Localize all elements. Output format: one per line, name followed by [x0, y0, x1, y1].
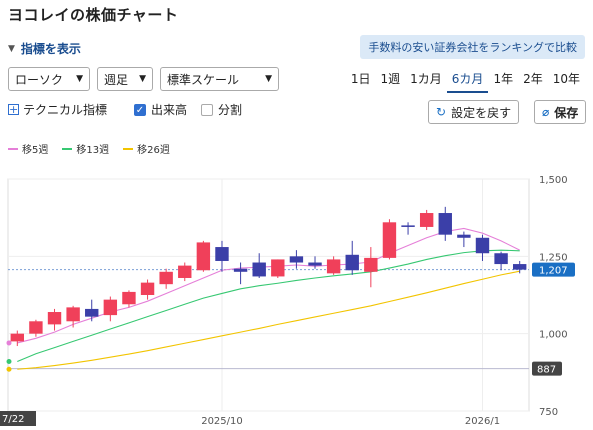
reset-button[interactable]: ↻ 設定を戻す: [428, 100, 520, 124]
x-start-badge: [0, 411, 36, 426]
legend-ma26: 移26週: [123, 141, 170, 156]
split-label: 分割: [218, 103, 243, 117]
candle-body: [47, 312, 62, 325]
x-tick-label: 7/22: [2, 414, 24, 425]
period-tab-2y[interactable]: 2年: [523, 72, 543, 86]
promo-link[interactable]: 手数料の安い証券会社をランキングで比較: [360, 35, 585, 59]
x-tick-label: 2025/10: [201, 416, 243, 427]
legend-ma5: 移5週: [8, 141, 48, 156]
chevron-down-icon: ▼: [139, 74, 146, 84]
candle-body: [215, 247, 229, 261]
candle-body: [326, 259, 341, 274]
chart-type-value: ローソク: [15, 72, 64, 87]
page-title: ヨコレイの株価チャート: [8, 6, 179, 24]
low-price-label: 887: [537, 365, 556, 376]
period-tabs: 1日 1週 1カ月 6カ月 1年 2年 10年: [346, 70, 585, 93]
candle-body: [196, 242, 211, 271]
x-tick-label: 2026/1: [465, 416, 500, 427]
technical-option[interactable]: + テクニカル指標: [8, 101, 107, 118]
ma-line-2: [17, 270, 520, 370]
candle-body: [10, 333, 25, 342]
candle-body: [401, 225, 415, 227]
price-chart[interactable]: 1,500 1,250 1,000 750 1,207 887 7/22 2025/10 202…: [0, 165, 593, 430]
candle-body: [289, 256, 304, 263]
candle-body: [475, 237, 490, 254]
scale-value: 標準スケール: [167, 72, 240, 87]
candle-body: [438, 213, 452, 235]
reset-label: 設定を戻す: [451, 105, 512, 120]
plus-icon: +: [8, 103, 19, 116]
ma-start-dot: [6, 366, 12, 372]
ma-line-0: [17, 227, 520, 344]
candle-body: [159, 271, 173, 285]
candle-body: [122, 291, 136, 305]
candle-body: [457, 234, 471, 238]
candle-body: [178, 265, 192, 278]
period-tab-1m[interactable]: 1カ月: [410, 72, 442, 86]
candle-body: [103, 299, 118, 316]
ma-line-1: [17, 249, 520, 363]
ma-start-dot: [6, 359, 12, 365]
y-tick-label: 1,000: [539, 330, 568, 341]
triangle-down-icon: ▼: [8, 43, 15, 54]
candle-body: [382, 222, 397, 258]
scale-select[interactable]: 標準スケール ▼: [160, 67, 279, 91]
candle-body: [140, 282, 155, 295]
paperclip-icon: ⌀: [542, 105, 550, 119]
current-price-badge: [532, 262, 575, 277]
save-label: 保存: [554, 105, 579, 120]
interval-select[interactable]: 週足 ▼: [97, 67, 153, 91]
candle-body: [66, 307, 80, 322]
period-tab-1w[interactable]: 1週: [380, 72, 401, 86]
period-tab-1d[interactable]: 1日: [350, 72, 371, 86]
candle-body: [233, 268, 248, 272]
chart-type-select[interactable]: ローソク ▼: [8, 67, 90, 91]
chart-legend: 移5週 移13週 移26週: [8, 141, 170, 156]
technical-label: テクニカル指標: [23, 103, 108, 117]
interval-value: 週足: [104, 72, 129, 87]
candle-body: [252, 262, 266, 277]
period-tab-10y[interactable]: 10年: [552, 72, 580, 86]
chevron-down-icon: ▼: [265, 74, 272, 84]
candle-body: [271, 259, 285, 277]
y-tick-label: 1,250: [539, 252, 568, 263]
candle-body: [85, 308, 99, 317]
candle-body: [512, 264, 527, 270]
period-tab-6m[interactable]: 6カ月: [446, 70, 489, 93]
volume-label: 出来高: [151, 103, 188, 117]
indicator-toggle[interactable]: ▼ 指標を表示: [8, 40, 81, 57]
current-price-label: 1,207: [539, 266, 568, 277]
ma-start-dot: [6, 340, 12, 346]
checkbox-icon: [201, 103, 213, 116]
candle-body: [419, 213, 434, 227]
legend-ma13: 移13週: [62, 141, 109, 156]
checkbox-checked-icon: ✓: [134, 103, 146, 116]
period-tab-1y[interactable]: 1年: [493, 72, 514, 86]
y-tick-label: 750: [539, 407, 558, 418]
volume-checkbox[interactable]: ✓ 出来高: [134, 101, 187, 118]
y-tick-label: 1,500: [539, 175, 568, 186]
save-button[interactable]: ⌀ 保存: [534, 100, 587, 124]
candle-body: [29, 321, 43, 334]
candle-body: [494, 253, 508, 265]
indicator-toggle-label: 指標を表示: [20, 42, 81, 56]
chevron-down-icon: ▼: [76, 74, 83, 84]
split-checkbox[interactable]: 分割: [201, 101, 242, 118]
low-price-badge: [532, 361, 562, 376]
candle-body: [345, 254, 359, 271]
candle-body: [308, 262, 322, 266]
candle-body: [364, 257, 378, 272]
refresh-icon: ↻: [436, 105, 447, 119]
